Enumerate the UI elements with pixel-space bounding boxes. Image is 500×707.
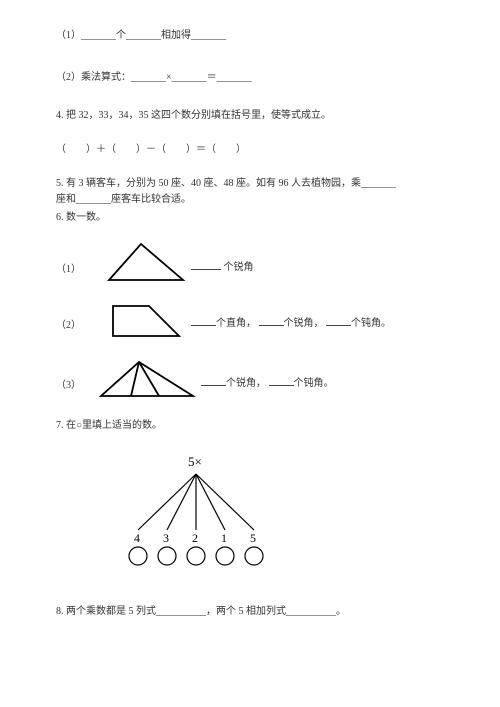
- triangle-split-icon: [91, 356, 201, 400]
- q6-row-1: （1） 个锐角: [56, 236, 444, 284]
- svg-text:2: 2: [192, 531, 198, 545]
- q7-title: 7. 在○里填上适当的数。: [56, 418, 444, 434]
- q1-text: （1）_______个_______相加得_______: [56, 30, 226, 41]
- svg-text:5: 5: [250, 531, 256, 545]
- q5: 5. 有 3 辆客车，分别为 50 座、40 座、48 座。如有 96 人去植物…: [56, 176, 444, 208]
- q4-eq: （ ）＋（ ）－（ ）＝（ ）: [56, 142, 444, 158]
- q2-text: （2）乘法算式：_______×_______＝_______: [56, 72, 252, 83]
- tree-top-label: 5×: [188, 454, 202, 469]
- q6-title: 6. 数一数。: [56, 210, 444, 226]
- q4-title: 4. 把 32，33，34，35 这四个数分别填在括号里，使等式成立。: [56, 108, 444, 124]
- blank: [201, 377, 226, 386]
- blank: [269, 377, 294, 386]
- triangle-acute-icon: [91, 236, 191, 284]
- q6-row-3: （3） 个锐角， 个钝角。: [56, 356, 444, 400]
- blank: [259, 317, 284, 326]
- svg-text:4: 4: [134, 531, 140, 545]
- svg-text:1: 1: [221, 531, 227, 545]
- q8: 8. 两个乘数都是 5 列式__________，两个 5 相加列式______…: [56, 604, 444, 620]
- quadrilateral-icon: [91, 300, 191, 340]
- q2: （2）乘法算式：_______×_______＝_______: [56, 70, 444, 86]
- blank: [191, 317, 216, 326]
- svg-text:3: 3: [163, 531, 169, 545]
- q1: （1）_______个_______相加得_______: [56, 28, 444, 44]
- q7-tree: 5× 4 3 2 1 5: [116, 452, 444, 578]
- blank: [191, 261, 221, 270]
- blank: [326, 317, 351, 326]
- tree-diagram-icon: 5× 4 3 2 1 5: [116, 452, 276, 572]
- q6-row-2: （2） 个直角， 个锐角， 个钝角。: [56, 300, 444, 340]
